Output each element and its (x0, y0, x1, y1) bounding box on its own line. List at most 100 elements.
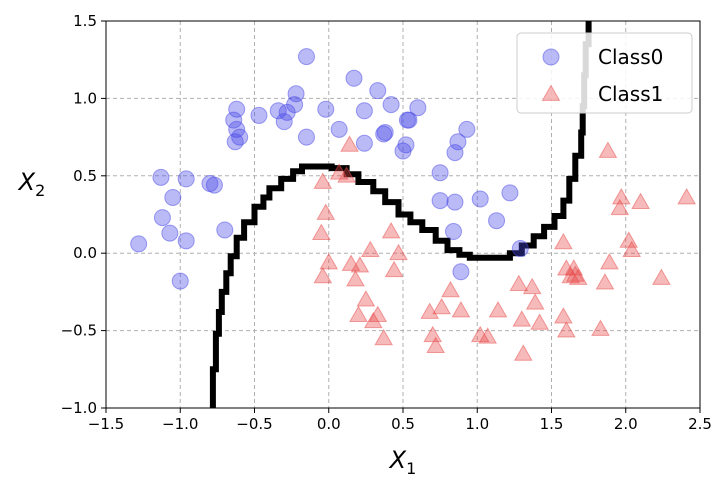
legend-marker-class1 (541, 84, 561, 101)
point-class1 (313, 172, 333, 189)
x-axis-label: X1 (388, 446, 417, 478)
x-tick-label: 1.0 (465, 415, 489, 433)
point-class0 (330, 120, 348, 138)
point-class0 (471, 190, 489, 208)
point-class0 (511, 240, 529, 258)
point-class1 (554, 307, 573, 324)
point-class1 (356, 290, 376, 307)
legend: Class0 Class1 (516, 32, 693, 114)
point-class1 (610, 198, 630, 216)
point-class0 (297, 48, 315, 66)
point-class1 (677, 187, 696, 205)
y-axis-label: X2 (17, 168, 46, 200)
point-class1 (441, 280, 460, 298)
point-class0 (345, 69, 363, 87)
x-tick-label: 2.0 (614, 415, 638, 433)
point-class0 (177, 232, 195, 250)
point-class0 (130, 235, 148, 253)
y-tick-label: 1.0 (73, 89, 97, 107)
point-class1 (374, 328, 394, 346)
point-class0 (231, 128, 249, 146)
point-class1 (341, 254, 361, 271)
legend-label-class0: Class0 (598, 45, 663, 69)
decision-boundary-line (209, 21, 592, 408)
x-tick-label: −1.5 (88, 415, 124, 433)
point-class0 (397, 136, 415, 154)
point-class1 (311, 223, 331, 240)
point-class0 (501, 184, 519, 202)
point-class0 (205, 176, 223, 194)
point-class1 (432, 297, 451, 315)
point-class0 (376, 123, 394, 141)
point-class1 (350, 256, 370, 273)
point-class0 (228, 100, 246, 118)
point-class0 (287, 85, 305, 103)
point-class1 (611, 187, 631, 205)
point-class1 (360, 240, 380, 257)
point-class0 (400, 111, 418, 129)
point-class1 (652, 268, 671, 285)
point-class1 (319, 252, 339, 270)
point-class0 (153, 209, 171, 227)
point-class1 (381, 222, 401, 239)
point-class0 (286, 96, 304, 114)
x-tick-label: −1.0 (162, 415, 198, 433)
point-class1 (631, 192, 650, 209)
points-layer (130, 48, 696, 361)
point-class0 (446, 144, 464, 162)
legend-marker-class0 (542, 48, 560, 66)
point-class0 (444, 223, 462, 241)
point-class0 (458, 120, 476, 138)
point-class0 (449, 133, 467, 151)
point-class1 (488, 300, 508, 318)
legend-box (516, 32, 693, 114)
point-class0 (355, 134, 373, 152)
y-tick-label: 0.5 (73, 167, 97, 185)
point-class1 (509, 274, 529, 292)
ticks-layer: −1.5 −1.0 −0.5 0.0 0.5 1.0 1.5 2.0 2.5−1.0−0.50.… (61, 12, 712, 433)
point-class1 (316, 203, 336, 220)
point-class1 (619, 231, 639, 248)
y-tick-label: 0.0 (73, 244, 97, 262)
point-class0 (446, 193, 464, 211)
point-class1 (591, 319, 610, 336)
point-class1 (568, 268, 588, 285)
x-tick-label: −0.5 (236, 415, 272, 433)
point-class1 (337, 166, 356, 183)
point-class1 (513, 344, 533, 361)
point-class0 (152, 168, 170, 186)
point-class0 (164, 188, 182, 206)
point-class1 (556, 321, 576, 338)
point-class1 (420, 302, 440, 319)
point-class1 (622, 240, 642, 257)
point-class1 (600, 252, 619, 270)
point-class0 (177, 170, 195, 188)
point-class0 (382, 96, 400, 114)
point-class1 (598, 141, 618, 158)
point-class0 (225, 111, 243, 129)
point-class0 (317, 100, 335, 118)
point-class1 (522, 277, 542, 295)
point-class1 (530, 313, 549, 330)
point-class1 (525, 293, 545, 310)
x-tick-label: 1.5 (540, 415, 564, 433)
point-class0 (275, 113, 293, 131)
point-class1 (478, 327, 498, 344)
point-class0 (452, 263, 470, 281)
point-class0 (409, 99, 427, 117)
point-class1 (554, 232, 573, 250)
point-class1 (389, 243, 408, 261)
point-class1 (451, 300, 471, 318)
y-tick-label: 1.5 (73, 12, 97, 30)
legend-label-class1: Class1 (598, 82, 663, 106)
point-class0 (297, 128, 315, 146)
point-class1 (368, 305, 388, 322)
decision-boundary-layer (209, 21, 592, 408)
point-class1 (423, 325, 443, 343)
point-class0 (250, 106, 268, 124)
point-class0 (488, 212, 506, 230)
x-tick-label: 0.5 (391, 415, 415, 433)
point-class1 (349, 305, 368, 322)
point-class1 (363, 311, 383, 329)
